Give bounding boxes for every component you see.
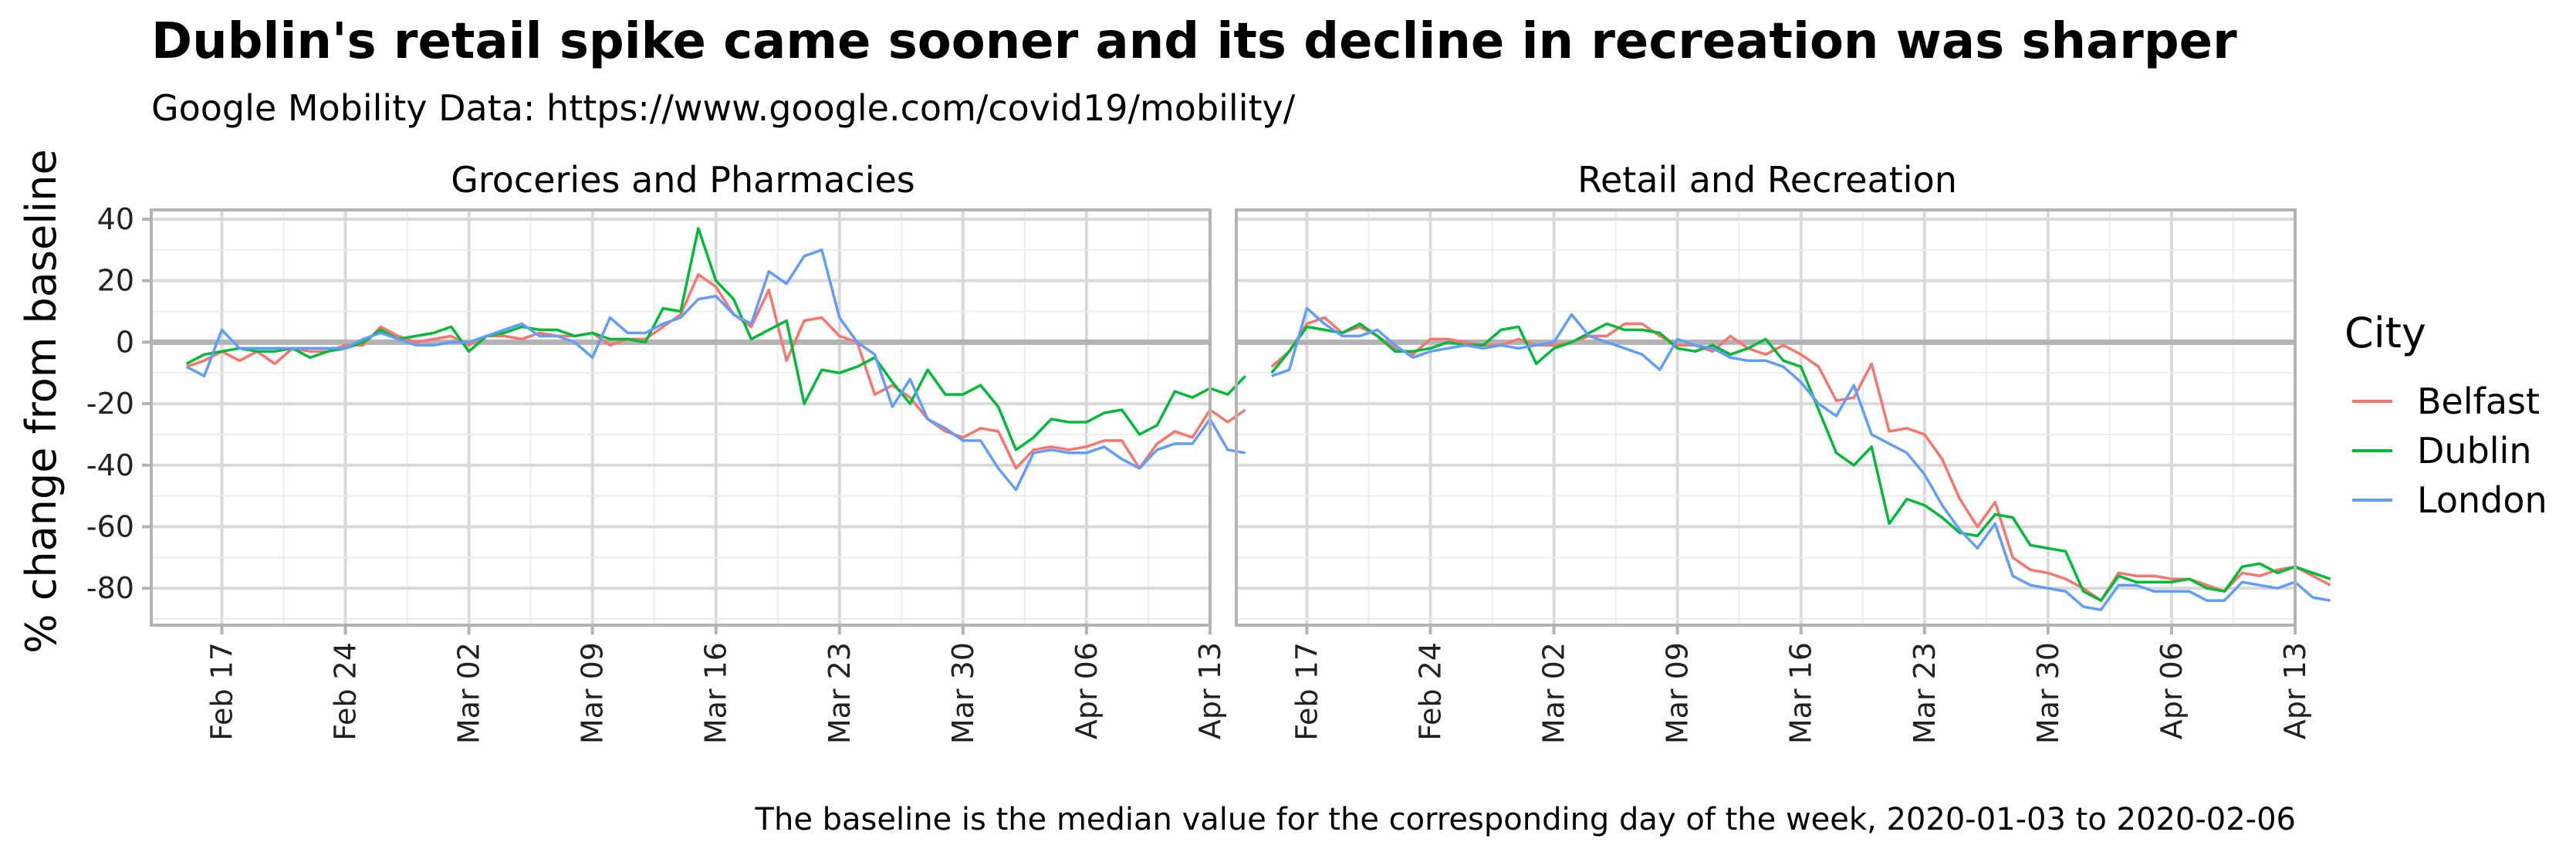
y-tick-label: -40 — [86, 448, 134, 482]
legend-title: City — [2344, 309, 2426, 357]
panel-retail: Feb 17 Feb 24 Mar 02 Mar 09 Mar 16 Mar 23 Mar … — [1235, 208, 2331, 744]
x-tick-label: Apr 13 — [1193, 642, 1227, 739]
y-tick-label: -60 — [86, 509, 134, 543]
x-tick-label: Mar 23 — [1908, 642, 1942, 744]
x-tick-label: Mar 30 — [946, 642, 980, 744]
legend-label-london: London — [2417, 479, 2547, 521]
x-tick-label: Mar 02 — [1537, 642, 1571, 744]
x-tick-label: Mar 09 — [1661, 642, 1695, 744]
panel-title-retail: Retail and Recreation — [1577, 159, 1957, 201]
series-line-belfast — [1270, 316, 2331, 602]
x-tick-label: Mar 09 — [576, 642, 610, 744]
panel-groceries: Feb 17 Feb 24 Mar 02 Mar 09 Mar 16 Mar 23 Mar … — [86, 202, 1246, 744]
legend: City Belfast Dublin London — [2344, 309, 2547, 521]
y-tick-label: -20 — [86, 387, 134, 421]
x-tick-label: Mar 16 — [1784, 642, 1818, 744]
x-tick-label: Mar 30 — [2031, 642, 2065, 744]
series-line-belfast — [186, 272, 1246, 470]
x-tick-label: Feb 17 — [205, 642, 238, 741]
y-tick-label: 20 — [97, 264, 134, 298]
x-tick-label: Apr 13 — [2278, 642, 2312, 739]
chart-caption: The baseline is the median value for the… — [755, 802, 2296, 837]
y-tick-label: 0 — [116, 325, 134, 359]
series-line-dublin — [185, 227, 1246, 451]
chart-subtitle: Google Mobility Data: https://www.google… — [151, 87, 1296, 129]
x-tick-label: Mar 23 — [823, 642, 857, 744]
x-tick-label: Apr 06 — [1070, 642, 1104, 739]
panel-border — [1235, 208, 2297, 627]
legend-items: Belfast Dublin London — [2352, 380, 2547, 521]
legend-label-belfast: Belfast — [2417, 380, 2540, 422]
y-tick-label: -80 — [86, 571, 134, 605]
series-line-london — [185, 249, 1246, 492]
series-line-london — [1271, 306, 2331, 611]
y-tick-label: 40 — [97, 202, 134, 236]
series-line-dublin — [1270, 322, 2331, 602]
x-tick-label: Feb 17 — [1290, 642, 1323, 741]
panel-title-groceries: Groceries and Pharmacies — [451, 159, 915, 201]
panel-border — [150, 208, 1212, 627]
x-tick-label: Mar 02 — [452, 642, 486, 744]
y-axis-label: % change from baseline — [17, 149, 66, 653]
x-tick-label: Feb 24 — [1414, 642, 1448, 741]
chart-title: Dublin's retail spike came sooner and it… — [151, 13, 2237, 70]
legend-label-dublin: Dublin — [2417, 430, 2532, 472]
x-tick-label: Apr 06 — [2155, 642, 2189, 739]
x-tick-label: Mar 16 — [699, 642, 733, 744]
x-tick-label: Feb 24 — [329, 642, 363, 741]
